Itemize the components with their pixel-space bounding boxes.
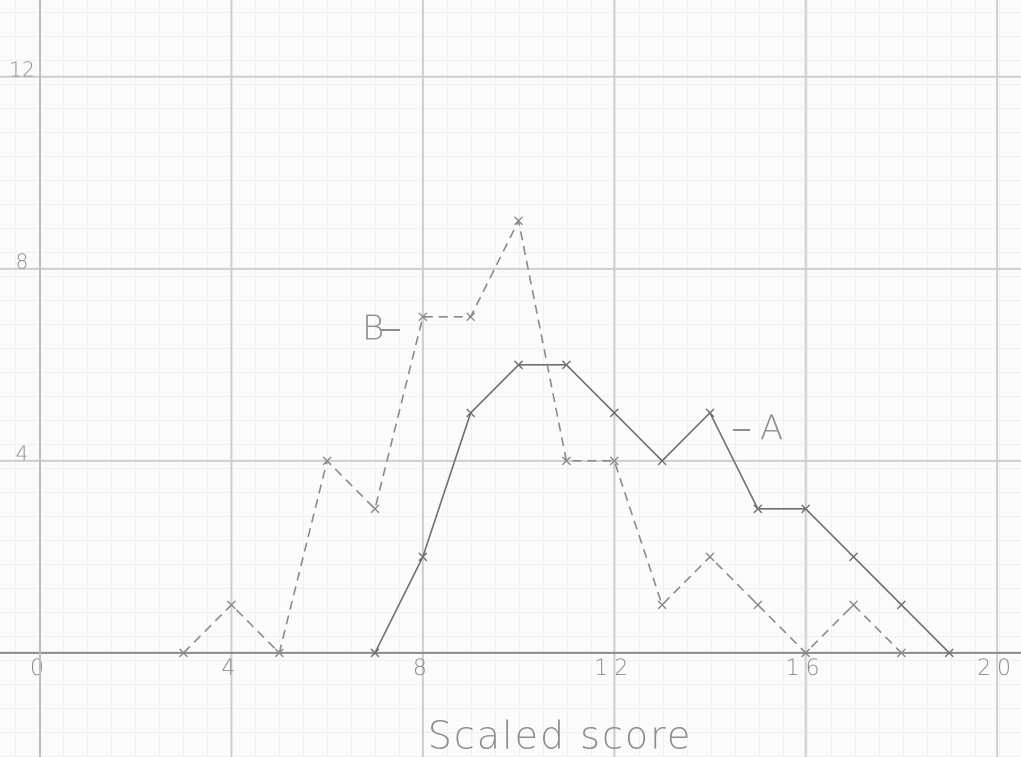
series-label: B [362,309,384,349]
x-tick-label: 20 [977,656,1017,681]
x-tick-label: 16 [786,656,826,681]
y-tick-label: 8 [16,249,29,273]
series-label: A [760,409,783,449]
x-axis-label: Scaled score [428,714,693,757]
y-tick-label: 12 [9,57,34,81]
x-tick-label: 8 [413,656,433,681]
x-tick-label: 4 [221,656,241,681]
x-tick-label: 12 [594,656,634,681]
page: 0481216204812 AB Scaled score (() => { c… [0,0,1021,757]
chart: 0481216204812 AB Scaled score [0,0,1021,757]
y-tick-label: 4 [16,441,29,465]
graph-paper [0,0,1021,757]
